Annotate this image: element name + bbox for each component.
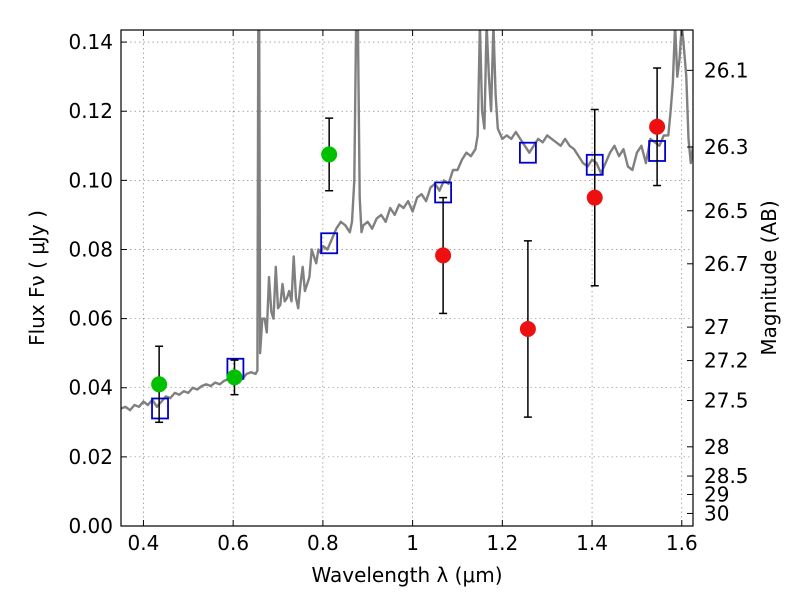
right-tick-label: 27.2 <box>704 349 749 373</box>
plot-area <box>121 30 693 424</box>
right-tick-label: 26.1 <box>704 58 749 82</box>
axis-ticks: 0.4 0.6 0.8 1 1.2 1.4 1.6 0.00 0.02 0.04 0.06 0.08 0… <box>68 30 749 555</box>
right-axis-label: Magnitude (AB) <box>757 200 781 355</box>
x-tick-label: 1.6 <box>666 531 698 555</box>
right-tick-label: 28.5 <box>704 464 749 488</box>
y-tick-label: 0.10 <box>68 168 113 192</box>
x-tick-label: 0.8 <box>307 531 339 555</box>
grid-lines <box>121 30 693 527</box>
observed-photometry-point <box>321 146 338 163</box>
observed-photometry-point <box>435 247 452 264</box>
right-tick-label: 26.7 <box>704 252 749 276</box>
observed-photometry-point <box>519 320 536 337</box>
right-tick-label: 26.5 <box>704 199 749 223</box>
model-photometry-square <box>320 232 339 255</box>
observed-photometry-point <box>226 369 243 386</box>
y-tick-label: 0.02 <box>68 445 113 469</box>
x-tick-label: 0.4 <box>128 531 160 555</box>
y-tick-label: 0.08 <box>68 237 113 261</box>
y-tick-label: 0.06 <box>68 307 113 331</box>
y-tick-label: 0.00 <box>68 514 113 538</box>
x-axis-label: Wavelength λ (μm) <box>311 563 502 587</box>
y-tick-label: 0.04 <box>68 376 113 400</box>
y-tick-label: 0.12 <box>68 99 113 123</box>
right-tick-label: 29 <box>704 482 729 506</box>
model-photometry-square <box>519 141 537 164</box>
right-tick-label: 26.3 <box>704 135 749 159</box>
right-tick-label: 30 <box>704 501 729 525</box>
plot-frame <box>120 29 694 527</box>
model-photometry-square <box>151 397 169 420</box>
right-tick-label: 28 <box>704 435 729 459</box>
right-tick-label: 27 <box>704 315 729 339</box>
right-tick-label: 27.5 <box>704 389 749 413</box>
x-tick-label: 0.6 <box>217 531 249 555</box>
observed-photometry-point <box>586 189 603 206</box>
y-axis-label: Flux Fν ( μJy ) <box>25 210 49 346</box>
x-tick-label: 1.4 <box>576 531 608 555</box>
x-tick-label: 1.2 <box>486 531 518 555</box>
observed-photometry-point <box>649 118 666 135</box>
x-tick-label: 1 <box>406 531 419 555</box>
y-tick-label: 0.14 <box>68 30 113 54</box>
observed-photometry-point <box>151 376 168 393</box>
model-spectrum-line <box>121 30 693 412</box>
